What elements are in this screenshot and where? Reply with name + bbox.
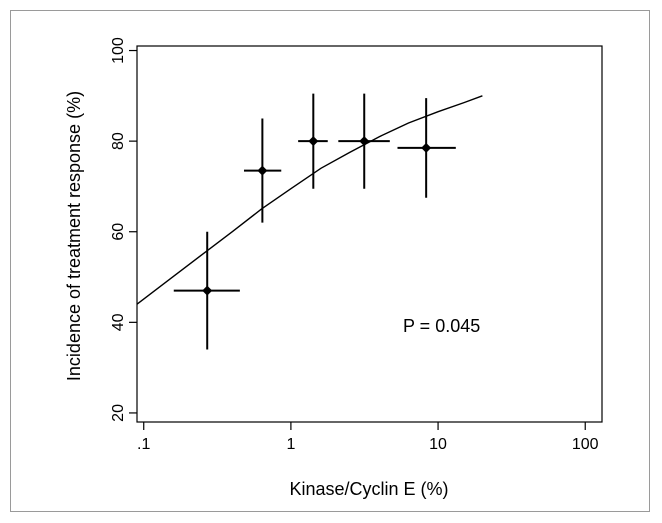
x-tick-label: 10 bbox=[429, 436, 447, 453]
data-point-marker bbox=[257, 165, 268, 176]
data-point-marker bbox=[359, 136, 370, 147]
data-point-marker bbox=[308, 136, 319, 147]
x-axis-label: Kinase/Cyclin E (%) bbox=[289, 479, 448, 499]
data-point-marker bbox=[421, 142, 432, 153]
data-point-group bbox=[397, 98, 456, 198]
data-point-group bbox=[243, 118, 282, 223]
data-point-group bbox=[298, 93, 328, 189]
y-tick-label: 100 bbox=[110, 37, 127, 64]
y-tick-label: 40 bbox=[110, 313, 127, 331]
plot-area-box bbox=[136, 45, 603, 423]
y-axis-label: Incidence of treatment response (%) bbox=[64, 91, 84, 381]
data-point-group bbox=[338, 93, 390, 189]
data-point-marker bbox=[202, 285, 213, 296]
y-tick-label: 60 bbox=[110, 223, 127, 241]
y-tick-label: 20 bbox=[110, 404, 127, 422]
p-value-annotation: P = 0.045 bbox=[403, 316, 480, 336]
fit-curve bbox=[136, 95, 483, 305]
data-point-group bbox=[173, 231, 240, 350]
x-tick-label: .1 bbox=[137, 436, 150, 453]
y-tick-label: 80 bbox=[110, 132, 127, 150]
x-tick-label: 100 bbox=[572, 436, 599, 453]
chart-frame bbox=[10, 10, 650, 512]
x-tick-label: 1 bbox=[286, 436, 295, 453]
